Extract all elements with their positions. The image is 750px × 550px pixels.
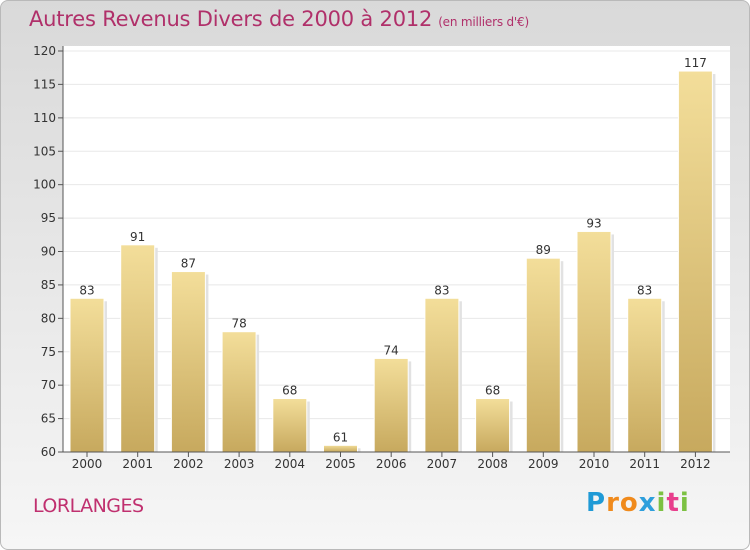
- data-label: 68: [282, 384, 297, 398]
- y-tick-label: 85: [41, 278, 56, 292]
- y-tick-label: 120: [33, 44, 56, 58]
- x-tick-label: 2003: [224, 457, 255, 471]
- logo-letter: P: [586, 488, 607, 518]
- logo-letter: x: [638, 488, 657, 518]
- place-name: LORLANGES: [33, 495, 144, 517]
- x-tick-label: 2009: [528, 457, 559, 471]
- bar: [221, 331, 257, 453]
- x-tick-label: 2005: [325, 457, 356, 471]
- x-tick-label: 2002: [173, 457, 204, 471]
- data-label: 87: [181, 257, 196, 271]
- bar: [373, 357, 409, 453]
- y-tick-label: 70: [41, 378, 56, 392]
- y-tick-label: 75: [41, 345, 56, 359]
- bar: [525, 257, 561, 453]
- logo-letter: o: [619, 488, 639, 518]
- y-tick-label: 95: [41, 211, 56, 225]
- bar: [475, 398, 511, 453]
- data-label: 83: [637, 283, 652, 297]
- data-label: 61: [333, 430, 348, 444]
- bar: [323, 444, 358, 453]
- bar: [424, 297, 460, 453]
- logo-letter: i: [679, 488, 690, 518]
- x-tick-label: 2012: [680, 457, 711, 471]
- data-label: 83: [79, 283, 94, 297]
- x-tick-label: 2007: [427, 457, 458, 471]
- y-tick-label: 65: [41, 412, 56, 426]
- y-tick-label: 90: [41, 245, 56, 259]
- axes: 60 65 70 75 80 85 90 95 100 105 110 115 120 2000 2001 2…: [33, 44, 730, 471]
- logo-letter: r: [606, 488, 620, 518]
- data-label: 93: [586, 216, 601, 230]
- data-label: 78: [231, 317, 246, 331]
- bar: [627, 297, 663, 453]
- data-label: 91: [130, 230, 145, 244]
- data-label: 74: [384, 343, 399, 357]
- bars: [69, 70, 716, 453]
- chart-subtitle: (en milliers d'€): [438, 15, 529, 29]
- x-tick-label: 2011: [629, 457, 660, 471]
- chart-title: Autres Revenus Divers de 2000 à 2012 (en …: [29, 7, 529, 31]
- x-tick-label: 2001: [122, 457, 153, 471]
- bar: [120, 244, 156, 453]
- y-tick-label: 115: [33, 77, 56, 91]
- y-tick-label: 105: [33, 144, 56, 158]
- y-tick-label: 80: [41, 311, 56, 325]
- x-tick-label: 2000: [72, 457, 103, 471]
- data-labels: 83 91 87 78 68 61 74 83 68 89 93 83 117: [79, 56, 706, 444]
- data-label: 83: [434, 283, 449, 297]
- logo-letter: i: [656, 488, 667, 518]
- proxiti-logo: Proxiti: [586, 488, 690, 518]
- data-label: 68: [485, 384, 500, 398]
- x-tick-label: 2010: [579, 457, 610, 471]
- x-tick-label: 2004: [275, 457, 306, 471]
- bar: [170, 271, 206, 453]
- bar: [677, 70, 713, 453]
- logo-letter: t: [666, 488, 680, 518]
- y-tick-label: 100: [33, 178, 56, 192]
- bar: [576, 230, 612, 453]
- x-tick-label: 2008: [477, 457, 508, 471]
- y-tick-label: 60: [41, 445, 56, 459]
- x-tick-label: 2006: [376, 457, 407, 471]
- data-label: 117: [684, 56, 707, 70]
- bar: [272, 398, 308, 453]
- y-tick-label: 110: [33, 111, 56, 125]
- data-label: 89: [536, 243, 551, 257]
- bar: [69, 297, 105, 453]
- chart-title-text: Autres Revenus Divers de 2000 à 2012: [29, 7, 433, 31]
